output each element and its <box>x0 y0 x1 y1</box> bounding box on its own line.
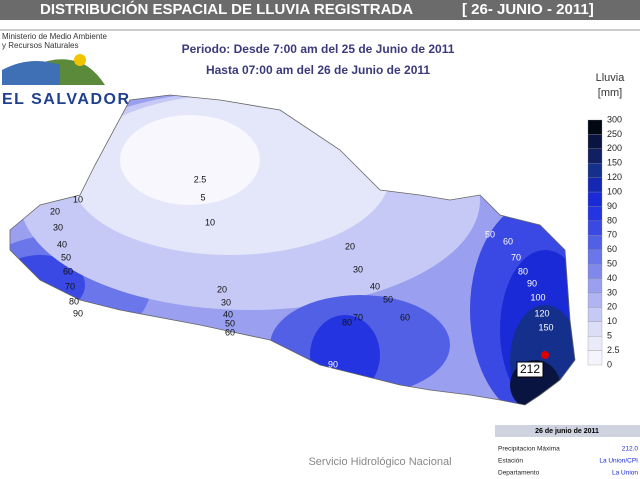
ministry-line: Ministerio de Medio Ambiente <box>2 32 107 41</box>
info-value: La Union/CPI <box>599 458 638 465</box>
info-header <box>495 425 640 437</box>
contour-label: 2.5 <box>194 174 207 184</box>
legend-label: 2.5 <box>607 345 620 355</box>
info-key: Precipitacion Máxima <box>498 446 560 453</box>
header-date: [ 26- JUNIO - 2011] <box>462 1 594 18</box>
legend-swatch <box>587 148 603 164</box>
contour-label: 50 <box>383 294 393 304</box>
contour-label: 80 <box>69 296 79 306</box>
header-bar <box>0 0 640 20</box>
legend-label: 20 <box>607 302 617 312</box>
legend-label: 30 <box>607 287 617 297</box>
contour-label: 150 <box>538 322 553 332</box>
period-line: Periodo: Desde 7:00 am del 25 de Junio d… <box>182 42 455 56</box>
contour-label: 30 <box>353 264 363 274</box>
contour-label: 30 <box>221 297 231 307</box>
ministry-line: y Recursos Naturales <box>2 41 78 50</box>
legend-label: 300 <box>607 114 622 124</box>
legend-swatch <box>587 292 603 308</box>
contour-label: 90 <box>73 308 83 318</box>
legend-label: 100 <box>607 186 622 196</box>
footer: Servicio Hidrológico Nacional <box>308 456 451 468</box>
legend-label: 80 <box>607 215 617 225</box>
legend-swatch <box>587 336 603 351</box>
legend-label: 10 <box>607 316 617 326</box>
legend-swatch <box>587 249 603 265</box>
contour-label: 30 <box>53 222 63 232</box>
legend-swatch <box>587 235 603 250</box>
legend-label: 250 <box>607 129 622 139</box>
station-marker <box>541 351 549 359</box>
period-line: Hasta 07:00 am del 26 de Junio de 2011 <box>206 63 430 77</box>
contour-label: 70 <box>511 252 521 262</box>
legend-swatch <box>587 321 603 337</box>
legend-label: 0 <box>607 359 612 369</box>
legend-label: 40 <box>607 273 617 283</box>
header-title: DISTRIBUCIÓN ESPACIAL DE LLUVIA REGISTRA… <box>40 0 413 18</box>
contour-label: 50 <box>225 318 235 328</box>
max-box <box>516 361 544 378</box>
logo <box>2 54 105 85</box>
contour-label: 60 <box>400 312 410 322</box>
contour-label: 70 <box>65 281 75 291</box>
legend-swatch <box>587 119 603 135</box>
legend-swatch <box>587 163 603 178</box>
contour-label: 80 <box>518 266 528 276</box>
legend-swatch <box>587 263 603 279</box>
legend-swatch <box>587 134 603 149</box>
legend-label: 200 <box>607 143 622 153</box>
legend-swatch <box>587 307 603 322</box>
contour-label: 80 <box>342 317 352 327</box>
contour-label: 40 <box>370 281 380 291</box>
legend-label: 60 <box>607 244 617 254</box>
legend-label: 50 <box>607 258 617 268</box>
legend-label: 150 <box>607 158 622 168</box>
legend-label: 5 <box>607 331 612 341</box>
info-value: 212.0 <box>622 446 639 453</box>
contour-label: 20 <box>50 206 60 216</box>
info-key: Estación <box>498 458 523 465</box>
contour-label: 90 <box>328 359 338 369</box>
legend-label: 90 <box>607 201 617 211</box>
legend-swatch <box>587 206 603 222</box>
contour-label: 40 <box>57 239 67 249</box>
legend-swatch <box>587 191 603 207</box>
contour-label: 50 <box>61 252 71 262</box>
contour-label: 40 <box>223 309 233 319</box>
legend-swatch <box>587 177 603 193</box>
contour-label: 5 <box>200 192 205 202</box>
contour-label: 60 <box>225 327 235 337</box>
legend-label: 70 <box>607 230 617 240</box>
contour-label: 60 <box>503 236 513 246</box>
legend-label: 120 <box>607 172 622 182</box>
contour-label: 100 <box>530 292 545 302</box>
legend-swatch <box>587 278 603 294</box>
contour-label: 10 <box>73 194 83 204</box>
contour-label: 20 <box>345 241 355 251</box>
legend-swatch <box>587 220 603 236</box>
contour-label: 10 <box>205 217 215 227</box>
legend-swatch <box>587 350 603 366</box>
country-name: EL SALVADOR <box>2 91 131 108</box>
country-outline <box>9 94 576 406</box>
contour-label: 50 <box>485 229 495 239</box>
contour-label: 20 <box>217 284 227 294</box>
contour-label: 70 <box>353 312 363 322</box>
legend-unit: [mm] <box>598 87 622 99</box>
contour-label: 90 <box>527 278 537 288</box>
info-value: La Union <box>612 470 638 477</box>
max-label: 212 <box>520 362 540 376</box>
legend-title: Lluvia <box>596 72 626 84</box>
contour-label: 120 <box>534 308 549 318</box>
info-date: 26 de junio de 2011 <box>535 428 599 435</box>
contour-label: 60 <box>63 266 73 276</box>
info-key: Departamento <box>498 470 540 477</box>
